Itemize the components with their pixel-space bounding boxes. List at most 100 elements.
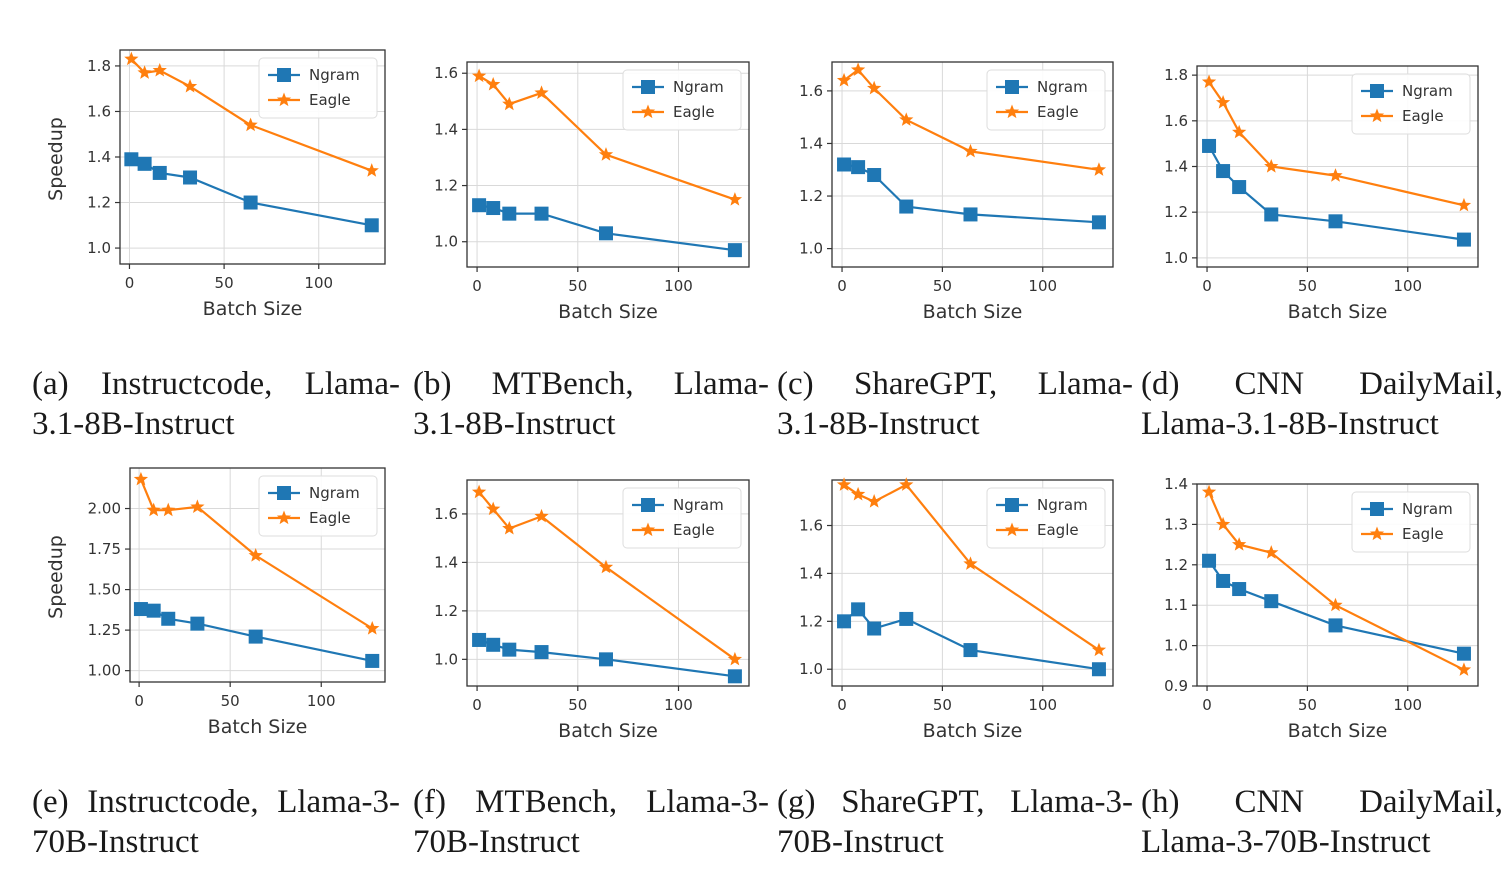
ngram-marker — [899, 611, 914, 626]
x-tick-label: 0 — [1202, 696, 1212, 714]
chart-a: 0 50 100 1.0 1.2 1.4 1.6 1.8 Batch Size Speedup Ng… — [45, 49, 386, 320]
caption-line-1: (d) CNN DailyMail, — [1141, 366, 1503, 402]
ngram-marker — [867, 168, 882, 183]
ngram-marker — [837, 157, 852, 172]
y-tick-label: 1.2 — [87, 194, 111, 212]
ngram-marker — [502, 642, 517, 657]
y-tick-label: 1.4 — [87, 148, 111, 166]
x-tick-label: 50 — [1298, 696, 1317, 714]
y-tick-label: 1.75 — [88, 540, 121, 558]
legend-label-eagle: Eagle — [309, 509, 351, 527]
caption-e: (e) Instructcode, Llama-3- 70B-Instruct — [32, 782, 400, 862]
ngram-marker — [1232, 582, 1247, 597]
x-tick-label: 50 — [221, 692, 240, 710]
eagle-marker — [598, 147, 614, 161]
ngram-marker — [1328, 214, 1343, 229]
ngram-marker — [1264, 594, 1279, 609]
caption-h: (h) CNN DailyMail, Llama-3-70B-Instruct — [1141, 782, 1503, 862]
ngram-marker — [963, 643, 978, 658]
eagle-marker — [1328, 168, 1343, 182]
eagle-marker — [502, 520, 517, 535]
x-tick-label: 50 — [215, 274, 234, 292]
legend-label-ngram: Ngram — [309, 66, 360, 84]
y-tick-label: 1.4 — [799, 564, 823, 582]
eagle-marker — [867, 494, 882, 508]
caption-line-2: 3.1-8B-Instruct — [413, 406, 616, 442]
legend-eagle-marker — [1369, 526, 1385, 541]
eagle-marker — [137, 65, 152, 79]
legend-label-ngram: Ngram — [1402, 500, 1453, 518]
x-axis-label: Batch Size — [208, 716, 308, 738]
ngram-marker — [1328, 618, 1343, 633]
y-tick-label: 1.6 — [434, 505, 458, 523]
x-axis-label: Batch Size — [558, 301, 658, 323]
ngram-marker — [248, 629, 263, 644]
legend-ngram-marker — [1005, 80, 1019, 94]
eagle-marker — [161, 502, 176, 517]
legend: Ngram Eagle — [986, 487, 1106, 549]
eagle-marker — [598, 559, 614, 574]
legend-label-ngram: Ngram — [673, 496, 724, 514]
y-tick-label: 1.8 — [1164, 66, 1188, 84]
ngram-marker — [837, 614, 852, 629]
y-axis-label: Speedup — [45, 535, 67, 619]
x-axis-label: Batch Size — [1288, 720, 1388, 742]
eagle-marker — [836, 72, 852, 87]
ngram-marker — [1232, 180, 1247, 195]
series-line-ngram — [131, 158, 373, 227]
y-tick-label: 1.0 — [799, 660, 823, 678]
caption-d: (d) CNN DailyMail, Llama-3.1-8B-Instruct — [1141, 364, 1503, 444]
ngram-marker — [183, 170, 198, 185]
y-tick-label: 1.4 — [434, 120, 458, 138]
eagle-marker — [1215, 95, 1231, 109]
eagle-marker — [190, 499, 205, 513]
eagle-marker — [1201, 74, 1217, 89]
plot-frame — [1196, 483, 1479, 687]
eagle-marker — [486, 501, 501, 516]
x-tick-label: 0 — [837, 277, 847, 295]
legend-label-ngram: Ngram — [1402, 82, 1453, 100]
ngram-marker — [472, 198, 487, 213]
eagle-marker — [899, 477, 914, 491]
eagle-marker — [133, 471, 149, 486]
caption-line-2: 70B-Instruct — [413, 824, 580, 860]
eagle-marker — [1091, 642, 1107, 657]
plot-frame — [466, 479, 750, 687]
caption-line-2: Llama-3.1-8B-Instruct — [1141, 406, 1439, 442]
y-tick-label: 1.4 — [434, 553, 458, 571]
caption-line-2: 3.1-8B-Instruct — [32, 406, 235, 442]
ngram-marker — [190, 616, 205, 631]
legend: Ngram Eagle — [622, 69, 742, 131]
caption-line-1: (e) Instructcode, Llama-3- — [32, 784, 400, 820]
y-tick-label: 1.3 — [1164, 515, 1188, 533]
legend-ngram-marker — [277, 68, 291, 82]
series-line-eagle — [1208, 81, 1465, 207]
legend: Ngram Eagle — [622, 487, 742, 549]
eagle-marker — [727, 192, 743, 206]
caption-line-1: (g) ShareGPT, Llama-3- — [777, 784, 1133, 820]
x-tick-label: 0 — [472, 277, 482, 295]
caption-a: (a) Instructcode, Llama- 3.1-8B-Instruct — [32, 364, 400, 444]
legend-eagle-marker — [276, 92, 292, 107]
x-tick-label: 100 — [1028, 277, 1057, 295]
eagle-marker — [502, 96, 517, 111]
eagle-marker — [471, 484, 487, 499]
ngram-marker — [472, 632, 487, 647]
series-line-ngram — [843, 607, 1100, 671]
ngram-marker — [1202, 138, 1217, 153]
eagle-marker — [1264, 545, 1279, 559]
chart-f: 0 50 100 1.0 1.2 1.4 1.6 Batch Size Ngram Eagle — [434, 479, 750, 742]
y-tick-label: 1.6 — [1164, 112, 1188, 130]
y-tick-label: 1.6 — [799, 517, 823, 535]
ngram-marker — [152, 165, 167, 180]
x-tick-label: 0 — [1202, 277, 1212, 295]
ngram-marker — [851, 160, 866, 175]
x-axis-label: Batch Size — [923, 720, 1023, 742]
ngram-marker — [727, 243, 742, 258]
eagle-marker — [365, 621, 380, 635]
legend-label-eagle: Eagle — [673, 521, 715, 539]
chart-g: 0 50 100 1.0 1.2 1.4 1.6 Batch Size Ngram Eagle — [799, 477, 1114, 742]
ngram-marker — [146, 603, 161, 618]
y-tick-label: 1.1 — [1164, 596, 1188, 614]
